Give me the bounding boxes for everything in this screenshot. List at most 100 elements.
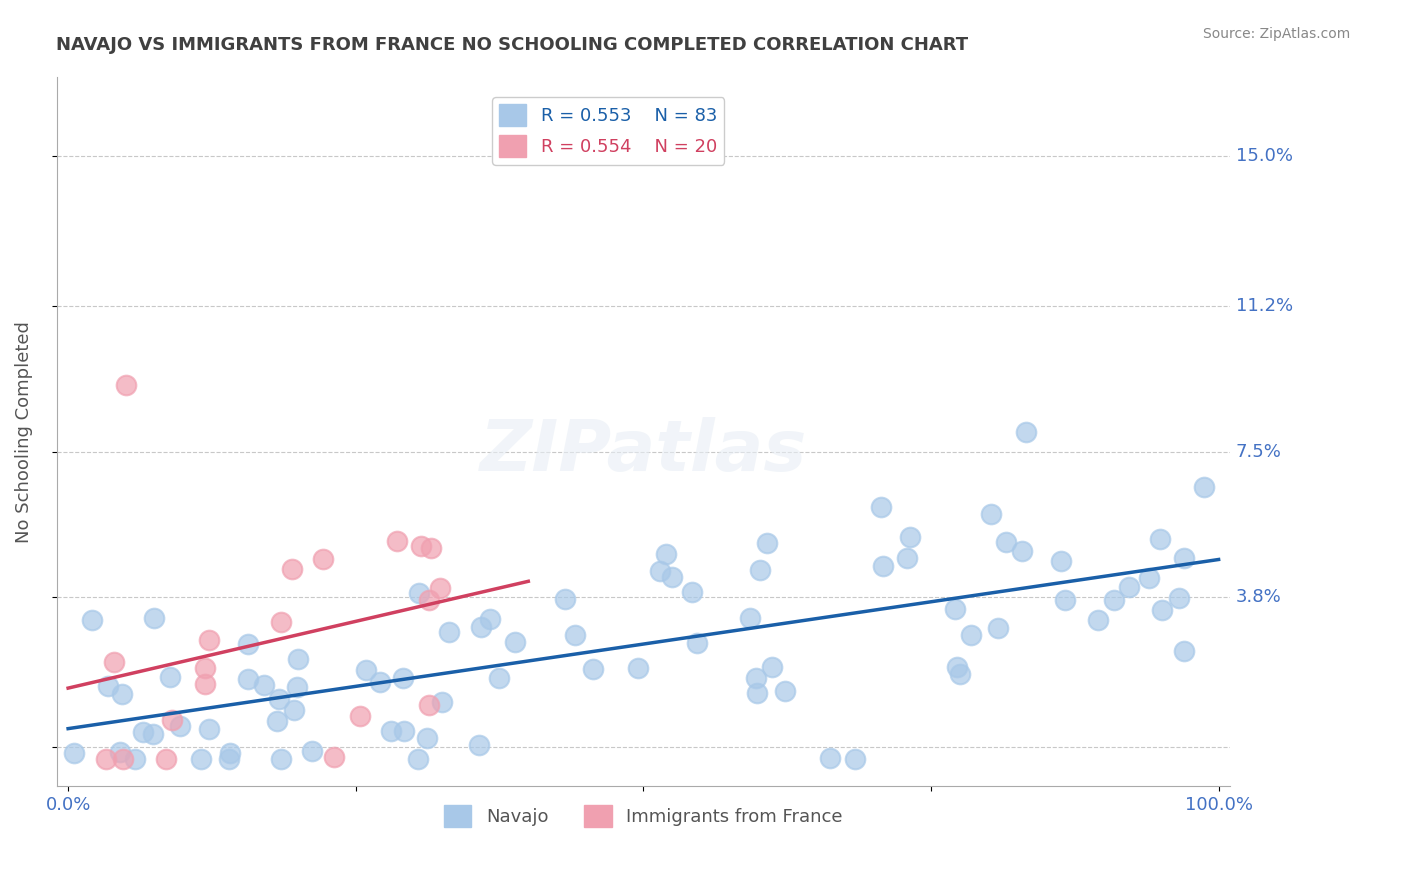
- Point: [80, 613, 103, 627]
- Point: [773, 683, 796, 698]
- Point: [898, 531, 921, 545]
- Point: [872, 559, 894, 574]
- Point: [1050, 554, 1073, 568]
- Point: [1137, 571, 1160, 585]
- Point: [301, 744, 323, 758]
- Point: [114, 377, 136, 392]
- Point: [411, 540, 433, 554]
- Point: [280, 562, 302, 576]
- Point: [132, 725, 155, 739]
- Y-axis label: No Schooling Completed: No Schooling Completed: [15, 321, 32, 543]
- Point: [820, 751, 842, 765]
- Point: [1011, 543, 1033, 558]
- Point: [103, 655, 125, 669]
- Point: [169, 719, 191, 733]
- Point: [661, 569, 683, 583]
- Point: [112, 752, 135, 766]
- Point: [354, 663, 377, 677]
- Point: [682, 584, 704, 599]
- Point: [745, 671, 768, 685]
- Point: [554, 592, 576, 607]
- Point: [97, 680, 120, 694]
- Legend: Navajo, Immigrants from France: Navajo, Immigrants from France: [437, 797, 849, 834]
- Point: [648, 564, 671, 578]
- Text: NAVAJO VS IMMIGRANTS FROM FRANCE NO SCHOOLING COMPLETED CORRELATION CHART: NAVAJO VS IMMIGRANTS FROM FRANCE NO SCHO…: [56, 36, 969, 54]
- Point: [748, 563, 770, 577]
- Point: [945, 660, 967, 674]
- Point: [437, 625, 460, 640]
- Point: [108, 745, 131, 759]
- Point: [155, 752, 177, 766]
- Point: [1015, 425, 1038, 439]
- Text: Source: ZipAtlas.com: Source: ZipAtlas.com: [1202, 27, 1350, 41]
- Point: [160, 713, 183, 727]
- Point: [218, 752, 240, 766]
- Point: [219, 747, 242, 761]
- Point: [392, 671, 415, 685]
- Point: [190, 752, 212, 766]
- Text: 7.5%: 7.5%: [1236, 442, 1282, 460]
- Point: [470, 619, 492, 633]
- Point: [1087, 613, 1109, 627]
- Point: [655, 547, 678, 561]
- Point: [394, 723, 416, 738]
- Point: [564, 627, 586, 641]
- Point: [194, 661, 217, 675]
- Point: [467, 738, 489, 752]
- Point: [738, 611, 761, 625]
- Point: [406, 752, 429, 766]
- Point: [432, 695, 454, 709]
- Point: [385, 534, 408, 549]
- Point: [429, 582, 451, 596]
- Point: [745, 686, 768, 700]
- Point: [1168, 591, 1191, 605]
- Point: [987, 621, 1010, 635]
- Point: [1149, 533, 1171, 547]
- Point: [419, 541, 441, 556]
- Point: [488, 672, 510, 686]
- Point: [949, 666, 972, 681]
- Point: [312, 551, 335, 566]
- Point: [322, 750, 344, 764]
- Point: [995, 535, 1018, 549]
- Point: [380, 724, 402, 739]
- Point: [253, 678, 276, 692]
- Text: ZIPatlas: ZIPatlas: [479, 417, 807, 486]
- Point: [686, 636, 709, 650]
- Point: [266, 714, 288, 728]
- Point: [368, 675, 391, 690]
- Point: [870, 500, 893, 514]
- Point: [896, 551, 918, 566]
- Point: [236, 672, 259, 686]
- Point: [1173, 551, 1195, 566]
- Point: [503, 635, 526, 649]
- Point: [627, 661, 650, 675]
- Point: [285, 681, 308, 695]
- Point: [287, 652, 309, 666]
- Point: [980, 507, 1002, 521]
- Point: [844, 752, 866, 766]
- Point: [1150, 603, 1173, 617]
- Point: [478, 612, 501, 626]
- Point: [945, 601, 967, 615]
- Point: [349, 709, 371, 723]
- Point: [416, 731, 439, 745]
- Point: [269, 691, 291, 706]
- Point: [270, 615, 292, 629]
- Point: [1192, 479, 1215, 493]
- Point: [194, 677, 217, 691]
- Point: [1173, 644, 1195, 658]
- Point: [1053, 593, 1076, 607]
- Point: [197, 632, 219, 647]
- Point: [582, 662, 605, 676]
- Point: [408, 586, 430, 600]
- Point: [142, 727, 165, 741]
- Point: [756, 536, 779, 550]
- Point: [159, 670, 181, 684]
- Point: [236, 637, 259, 651]
- Text: 11.2%: 11.2%: [1236, 297, 1294, 315]
- Point: [1104, 593, 1126, 607]
- Text: 3.8%: 3.8%: [1236, 589, 1282, 607]
- Point: [124, 752, 146, 766]
- Point: [94, 752, 117, 766]
